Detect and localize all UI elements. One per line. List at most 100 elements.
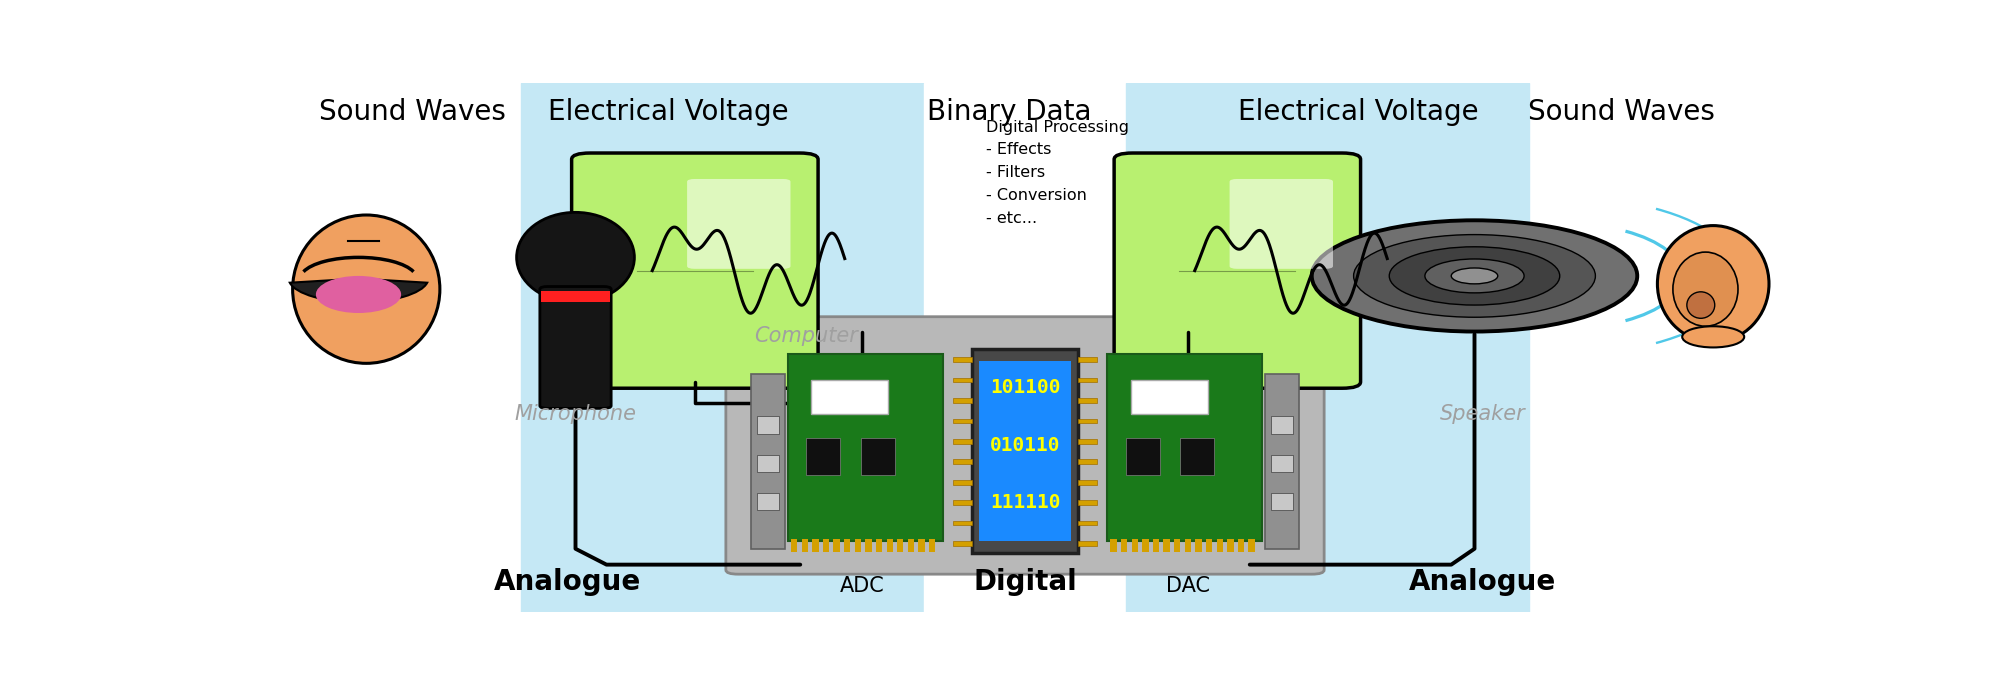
Text: Digital Processing
- Effects
- Filters
- Conversion
- etc...: Digital Processing - Effects - Filters -… — [986, 120, 1130, 226]
Text: Sound Waves: Sound Waves — [320, 98, 506, 127]
Bar — [954, 500, 972, 505]
Bar — [866, 539, 872, 552]
Bar — [954, 378, 972, 383]
Text: 101100: 101100 — [990, 378, 1060, 398]
FancyBboxPatch shape — [572, 153, 818, 388]
Ellipse shape — [292, 215, 440, 363]
Bar — [954, 460, 972, 464]
Text: Microphone: Microphone — [514, 404, 636, 424]
Bar — [756, 455, 778, 472]
FancyBboxPatch shape — [540, 286, 612, 409]
Bar — [954, 480, 972, 484]
Bar — [1078, 418, 1096, 423]
Text: Speaker: Speaker — [1440, 404, 1526, 424]
Text: DAC: DAC — [1166, 577, 1210, 596]
Bar — [1152, 539, 1160, 552]
Bar — [542, 291, 610, 303]
Bar — [1122, 539, 1128, 552]
Text: 010110: 010110 — [990, 436, 1060, 455]
Bar — [788, 354, 942, 541]
Bar — [1142, 539, 1148, 552]
Bar — [1078, 357, 1096, 362]
Bar — [924, 83, 1126, 612]
Text: Electrical Voltage: Electrical Voltage — [548, 98, 788, 127]
Bar — [1078, 480, 1096, 484]
Bar — [886, 539, 892, 552]
Text: Analogue: Analogue — [494, 568, 642, 596]
Bar — [790, 539, 798, 552]
Bar — [954, 439, 972, 444]
Bar — [1110, 539, 1116, 552]
Bar — [854, 539, 862, 552]
Bar — [1272, 455, 1294, 472]
Bar — [1228, 539, 1234, 552]
Bar — [860, 438, 894, 475]
Bar — [756, 493, 778, 510]
Bar — [954, 357, 972, 362]
Bar — [954, 398, 972, 403]
Bar — [972, 349, 1078, 553]
Bar — [898, 539, 904, 552]
Bar — [802, 539, 808, 552]
Bar — [954, 541, 972, 546]
Bar — [812, 539, 818, 552]
Bar — [1272, 416, 1294, 433]
Bar — [918, 539, 924, 552]
Bar — [1266, 374, 1300, 549]
Ellipse shape — [516, 213, 634, 303]
Bar — [822, 539, 830, 552]
Bar — [1216, 539, 1222, 552]
Bar — [1248, 539, 1254, 552]
Bar — [1164, 539, 1170, 552]
Bar — [1130, 380, 1208, 413]
Bar — [1126, 83, 1528, 612]
Bar — [1238, 539, 1244, 552]
Bar — [1078, 460, 1096, 464]
Bar — [1078, 439, 1096, 444]
Text: Analogue: Analogue — [1408, 568, 1556, 596]
Circle shape — [1354, 235, 1596, 317]
Circle shape — [1390, 247, 1560, 305]
Bar — [1272, 493, 1294, 510]
Text: Digital: Digital — [974, 568, 1076, 596]
Text: Computer: Computer — [754, 326, 858, 346]
Wedge shape — [290, 279, 428, 303]
Bar — [1078, 500, 1096, 505]
Bar — [1184, 539, 1192, 552]
Bar — [1108, 354, 1262, 541]
Text: Sound Waves: Sound Waves — [1528, 98, 1716, 127]
Bar — [1174, 539, 1180, 552]
Circle shape — [1452, 268, 1498, 284]
Text: Binary Data: Binary Data — [928, 98, 1092, 127]
Bar — [1078, 521, 1096, 526]
Bar — [844, 539, 850, 552]
Bar — [876, 539, 882, 552]
Bar — [908, 539, 914, 552]
Bar — [750, 374, 784, 549]
Bar — [954, 521, 972, 526]
Bar — [1078, 398, 1096, 403]
Circle shape — [1424, 259, 1524, 293]
Bar — [980, 361, 1070, 541]
Ellipse shape — [1672, 252, 1738, 326]
Bar — [1078, 541, 1096, 546]
FancyBboxPatch shape — [1230, 179, 1332, 269]
Bar — [522, 83, 924, 612]
Ellipse shape — [316, 276, 402, 313]
Bar — [928, 539, 936, 552]
Bar — [1132, 539, 1138, 552]
Bar — [834, 539, 840, 552]
Bar — [1180, 438, 1214, 475]
Circle shape — [1312, 220, 1638, 332]
Ellipse shape — [1686, 292, 1714, 319]
Bar — [954, 418, 972, 423]
Bar — [756, 416, 778, 433]
Ellipse shape — [1682, 326, 1744, 347]
FancyBboxPatch shape — [688, 179, 790, 269]
Bar — [1078, 378, 1096, 383]
Bar — [1196, 539, 1202, 552]
Text: ADC: ADC — [840, 577, 884, 596]
Ellipse shape — [1658, 226, 1768, 342]
Bar — [812, 380, 888, 413]
Bar — [806, 438, 840, 475]
